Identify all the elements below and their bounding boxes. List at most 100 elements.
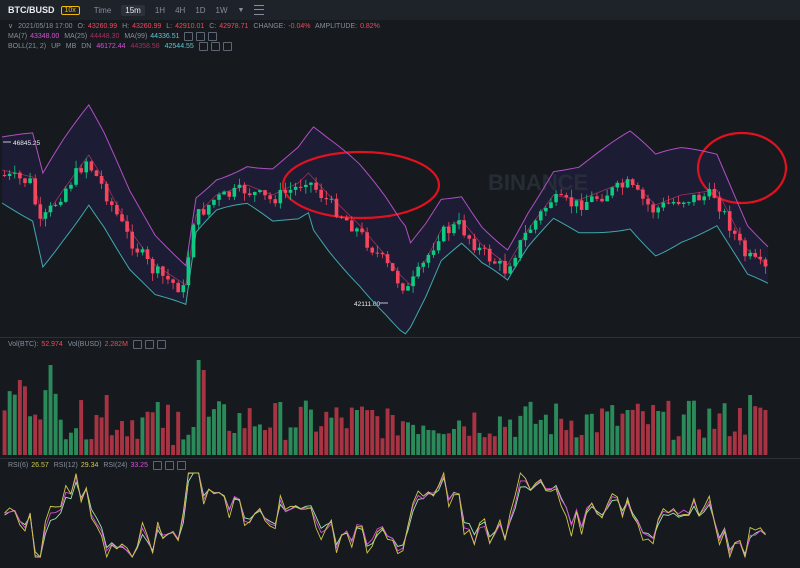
tab-time[interactable]: Time (93, 5, 112, 15)
candle-body (89, 161, 94, 171)
candle-body (12, 172, 17, 174)
volume-bar (390, 415, 395, 455)
chevron-down-icon[interactable]: ∨ (8, 23, 14, 30)
rsi12-label: RSI(12) (53, 462, 78, 470)
volume-bar (339, 417, 344, 455)
rsi-chart[interactable] (0, 470, 800, 568)
volume-bar (171, 445, 176, 455)
volume-bar (503, 426, 507, 455)
volume-bar (74, 428, 78, 455)
boll-dn-value: 42544.55 (164, 43, 194, 51)
candle-body (579, 200, 584, 210)
candle-body (605, 195, 609, 202)
volume-bar (120, 421, 124, 455)
pair-symbol[interactable]: BTC/BUSD (8, 5, 55, 15)
settings-icon[interactable] (164, 461, 174, 470)
volume-bar (7, 391, 12, 455)
volume-bar (467, 435, 472, 455)
tab-1d[interactable]: 1D (195, 5, 206, 15)
close-icon[interactable] (222, 42, 232, 51)
volume-bar (630, 409, 635, 455)
volume-bar (508, 419, 513, 455)
candle-body (28, 178, 32, 184)
candle-body (385, 254, 390, 264)
volume-bar (365, 410, 370, 455)
candle-body (722, 211, 727, 213)
candle-body (462, 220, 466, 236)
volume-bar (43, 390, 48, 455)
tab-1w[interactable]: 1W (215, 5, 228, 15)
candle-body (130, 231, 135, 249)
volume-bar (181, 439, 186, 455)
candle-body (421, 262, 426, 267)
volume-bar (196, 360, 201, 455)
candle-body (2, 175, 7, 177)
candle-body (681, 202, 686, 204)
ohlc-legend: ∨ 2021/05/18 17:00 O: 43260.99 H: 43260.99… (8, 22, 383, 32)
volume-bar (303, 400, 308, 455)
open-label: O: (77, 23, 85, 30)
candle-body (329, 198, 334, 200)
ma99-value: 44336.51 (150, 33, 180, 41)
price-chart[interactable]: BINANCE 46845.25 42111.00 (0, 50, 800, 335)
candle-body (395, 270, 400, 284)
boll-middle-line (1, 154, 769, 286)
volume-bar (584, 414, 589, 455)
high-value: 43260.99 (132, 23, 162, 30)
candle-body (528, 229, 533, 233)
pane-divider[interactable] (0, 458, 800, 459)
candle-body (733, 230, 737, 234)
boll-mb-label: MB (65, 43, 77, 51)
eye-icon[interactable] (184, 32, 194, 41)
vol-btc-label: Vol(BTC): (8, 341, 39, 349)
volume-bar (712, 428, 717, 455)
eye-icon[interactable] (198, 42, 208, 51)
tab-15m[interactable]: 15m (121, 4, 145, 16)
chevron-down-icon[interactable]: ▼ (237, 6, 245, 14)
boll-up-value: 46172.44 (96, 43, 126, 51)
tab-4h[interactable]: 4H (175, 5, 186, 15)
low-value: 42910.01 (175, 23, 205, 30)
close-icon[interactable] (176, 461, 186, 470)
candle-body (217, 194, 221, 200)
volume-bar (743, 434, 747, 455)
volume-bar (227, 430, 232, 455)
volume-bar (232, 432, 237, 455)
settings-sliders-icon[interactable] (254, 5, 265, 15)
eye-icon[interactable] (152, 461, 162, 470)
volume-bar (334, 407, 339, 455)
close-icon[interactable] (208, 32, 218, 41)
candle-body (661, 202, 666, 208)
leverage-badge[interactable]: 10x (60, 5, 80, 15)
candle-body (212, 199, 216, 205)
candle-body (155, 266, 160, 274)
candle-body (64, 188, 68, 202)
volume-bar (646, 424, 650, 455)
eye-icon[interactable] (132, 340, 142, 349)
volume-bar (426, 429, 431, 455)
volume-bar (477, 432, 482, 455)
candle-body (702, 196, 706, 201)
volume-bar (523, 406, 528, 455)
volume-chart[interactable] (0, 340, 800, 458)
volume-bar (89, 439, 94, 455)
volume-bar (431, 430, 436, 455)
volume-bar (564, 430, 569, 455)
volume-bar (109, 435, 114, 455)
volume-bar (589, 413, 594, 455)
candle-body (135, 248, 140, 253)
candle-body (738, 233, 742, 241)
volume-bar (620, 413, 625, 455)
candle-body (365, 232, 369, 248)
settings-icon[interactable] (144, 340, 154, 349)
tab-1h[interactable]: 1H (154, 5, 166, 15)
close-icon[interactable] (156, 340, 166, 349)
settings-icon[interactable] (210, 42, 220, 51)
volume-bar (380, 438, 385, 455)
pane-divider[interactable] (0, 337, 800, 338)
candle-body (666, 202, 671, 204)
candle-body (656, 207, 661, 213)
volume-bar (329, 417, 334, 455)
settings-icon[interactable] (196, 32, 206, 41)
volume-bar (722, 403, 727, 455)
